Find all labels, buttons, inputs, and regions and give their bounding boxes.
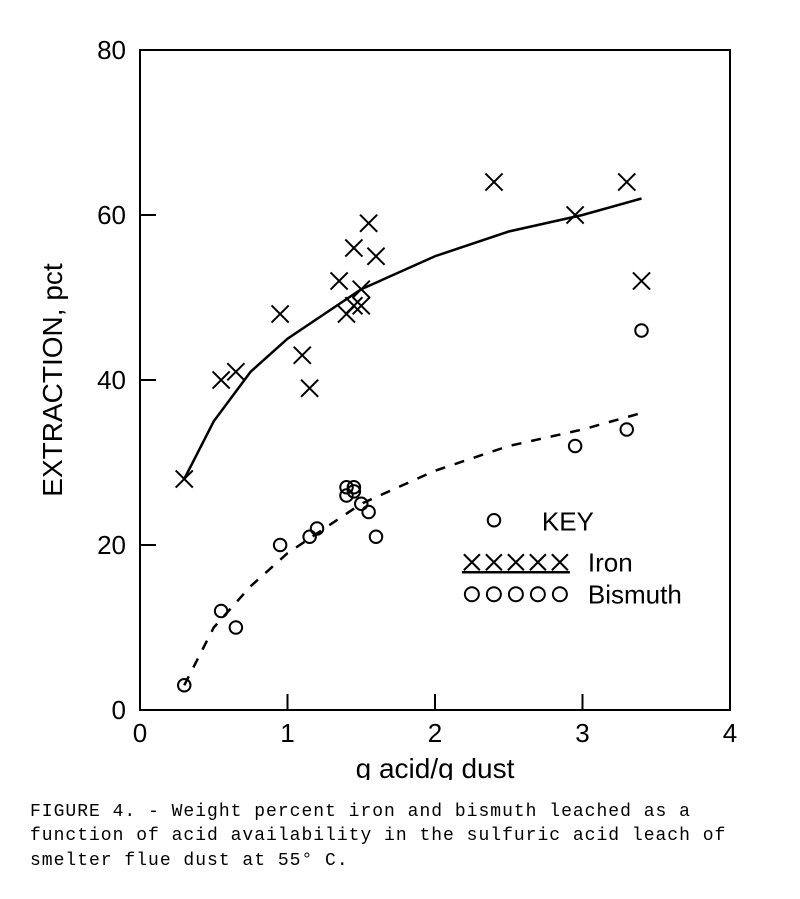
svg-text:40: 40	[97, 365, 126, 395]
svg-text:KEY: KEY	[542, 506, 594, 536]
svg-text:60: 60	[97, 200, 126, 230]
svg-text:Bismuth: Bismuth	[588, 579, 682, 609]
svg-text:1: 1	[280, 718, 294, 748]
svg-text:80: 80	[97, 35, 126, 65]
svg-text:20: 20	[97, 530, 126, 560]
svg-text:g acid/g dust: g acid/g dust	[356, 753, 515, 780]
svg-text:Iron: Iron	[588, 547, 633, 577]
svg-text:0: 0	[112, 695, 126, 725]
svg-text:0: 0	[133, 718, 147, 748]
svg-text:4: 4	[723, 718, 737, 748]
figure-container: 01234020406080g acid/g dustEXTRACTION, p…	[0, 0, 800, 790]
figure-caption: FIGURE 4. - Weight percent iron and bism…	[0, 790, 800, 893]
caption-prefix: FIGURE 4. -	[30, 802, 172, 822]
extraction-chart: 01234020406080g acid/g dustEXTRACTION, p…	[10, 20, 770, 780]
svg-text:3: 3	[575, 718, 589, 748]
svg-text:EXTRACTION, pct: EXTRACTION, pct	[37, 263, 68, 497]
svg-text:2: 2	[428, 718, 442, 748]
